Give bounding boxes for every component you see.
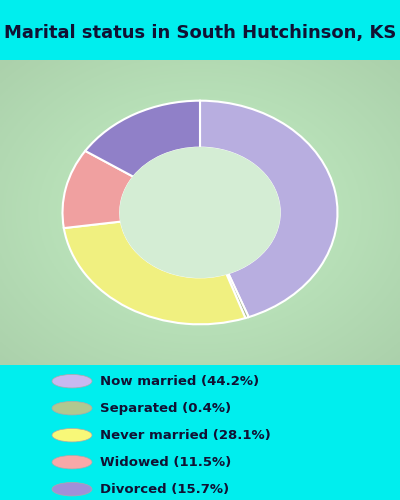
Wedge shape <box>62 151 134 228</box>
Text: Widowed (11.5%): Widowed (11.5%) <box>100 456 231 468</box>
Ellipse shape <box>52 428 92 442</box>
Wedge shape <box>226 273 249 318</box>
Ellipse shape <box>52 402 92 415</box>
Wedge shape <box>64 222 245 324</box>
Text: Never married (28.1%): Never married (28.1%) <box>100 428 271 442</box>
Ellipse shape <box>52 374 92 388</box>
Text: Now married (44.2%): Now married (44.2%) <box>100 374 259 388</box>
Ellipse shape <box>52 482 92 496</box>
Text: Marital status in South Hutchinson, KS: Marital status in South Hutchinson, KS <box>4 24 396 42</box>
Ellipse shape <box>52 456 92 469</box>
Text: Separated (0.4%): Separated (0.4%) <box>100 402 231 414</box>
Text: Divorced (15.7%): Divorced (15.7%) <box>100 482 229 496</box>
Wedge shape <box>85 100 200 177</box>
Circle shape <box>120 148 280 278</box>
Wedge shape <box>200 100 338 317</box>
